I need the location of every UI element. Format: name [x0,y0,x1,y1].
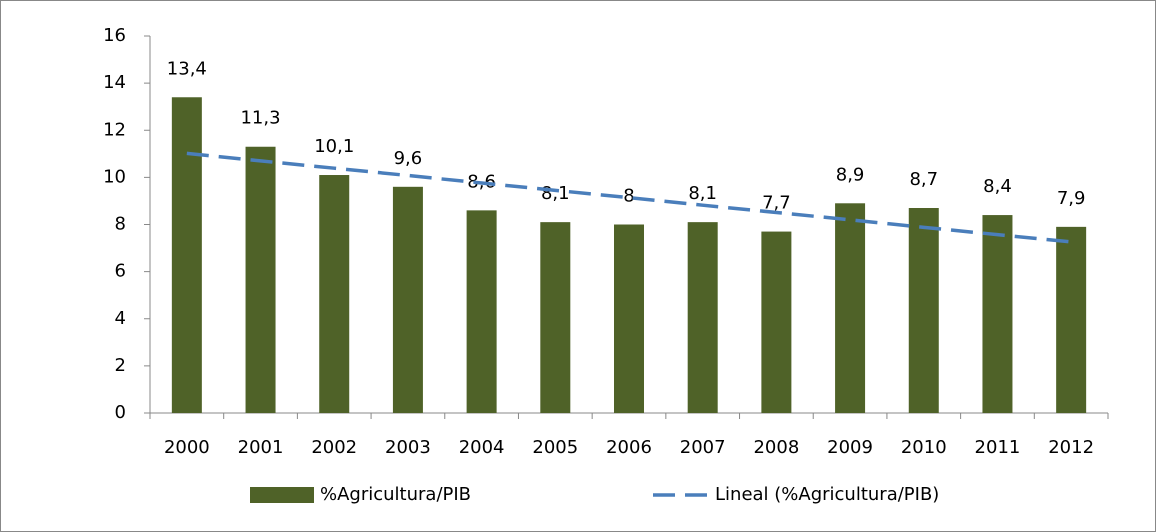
legend-label: %Agricultura/PIB [320,484,471,505]
data-label: 8,7 [909,169,938,190]
bar [835,203,866,413]
x-tick-label: 2008 [753,437,799,458]
data-label: 8 [623,186,634,207]
bar [1056,226,1087,413]
y-tick-label: 12 [103,119,126,140]
x-tick-label: 2006 [606,437,652,458]
data-label: 11,3 [240,108,280,129]
y-tick-label: 16 [103,25,126,46]
x-tick-label: 2010 [901,437,947,458]
y-tick-label: 0 [115,402,126,423]
x-tick-label: 2005 [532,437,578,458]
x-tick-label: 2003 [385,437,431,458]
x-tick-label: 2002 [311,437,357,458]
x-tick-label: 2011 [975,437,1021,458]
data-label: 10,1 [314,136,354,157]
bar [908,208,939,413]
data-label: 13,4 [167,58,207,79]
y-tick-label: 10 [103,166,126,187]
y-tick-label: 4 [115,308,126,329]
bar [982,215,1013,413]
x-tick-label: 2012 [1048,437,1094,458]
data-label: 8,1 [541,183,570,204]
x-tick-label: 2004 [459,437,505,458]
y-tick-label: 2 [115,355,126,376]
bar [466,210,497,413]
legend-swatch [250,487,314,503]
data-label: 7,9 [1057,188,1086,209]
y-tick-label: 6 [115,261,126,282]
x-tick-label: 2009 [827,437,873,458]
y-tick-label: 8 [115,214,126,235]
data-label: 8,9 [836,164,865,185]
x-tick-label: 2001 [238,437,284,458]
bar [687,222,718,413]
x-tick-label: 2000 [164,437,210,458]
bar [392,186,423,413]
legend-label: Lineal (%Agricultura/PIB) [715,484,939,505]
y-tick-label: 14 [103,72,126,93]
bar [171,97,202,413]
bar [540,222,571,413]
data-label: 9,6 [394,148,423,169]
bar [761,231,792,413]
trend-line [186,151,1072,244]
data-label: 7,7 [762,193,791,214]
bar [245,146,276,413]
bar [614,224,644,413]
data-label: 8,1 [688,183,717,204]
data-label: 8,4 [983,176,1012,197]
bar [319,175,350,413]
x-tick-label: 2007 [680,437,726,458]
